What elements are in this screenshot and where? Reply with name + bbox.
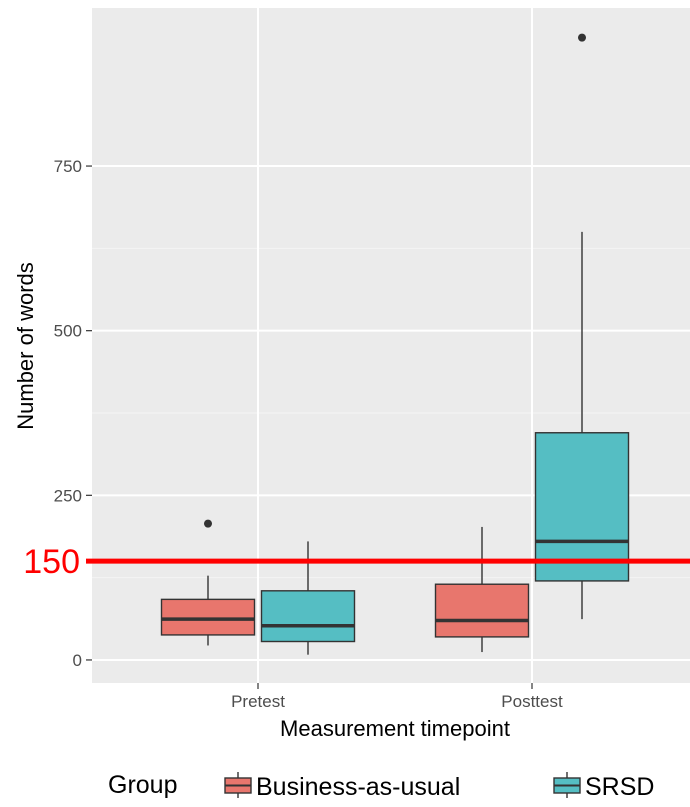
x-axis-title: Measurement timepoint — [280, 716, 510, 741]
legend-title: Group — [108, 771, 177, 799]
x-tick-label: Posttest — [501, 692, 563, 711]
grid-lines — [92, 8, 690, 683]
box — [160, 598, 256, 636]
box — [260, 590, 356, 643]
y-tick-label: 500 — [54, 322, 82, 341]
legend-label: SRSD — [585, 773, 654, 801]
y-axis-title: Number of words — [13, 262, 38, 430]
outlier-point — [578, 33, 586, 42]
reference-line-group: 150 — [23, 543, 690, 581]
legend: Group Business-as-usual SRSD — [108, 771, 654, 801]
box — [434, 583, 530, 638]
outlier-point — [204, 519, 212, 528]
plot-panel — [92, 8, 690, 683]
x-tick-label: Pretest — [231, 692, 285, 711]
y-tick-label: 0 — [73, 651, 82, 670]
y-axis: 0 250 500 750 — [54, 157, 92, 670]
x-axis: Pretest Posttest — [231, 683, 563, 711]
y-tick-label: 250 — [54, 486, 82, 505]
legend-label: Business-as-usual — [256, 773, 460, 801]
y-tick-label: 750 — [54, 157, 82, 176]
box — [534, 432, 630, 582]
box-layer — [160, 33, 630, 655]
reference-line-label: 150 — [23, 543, 80, 581]
